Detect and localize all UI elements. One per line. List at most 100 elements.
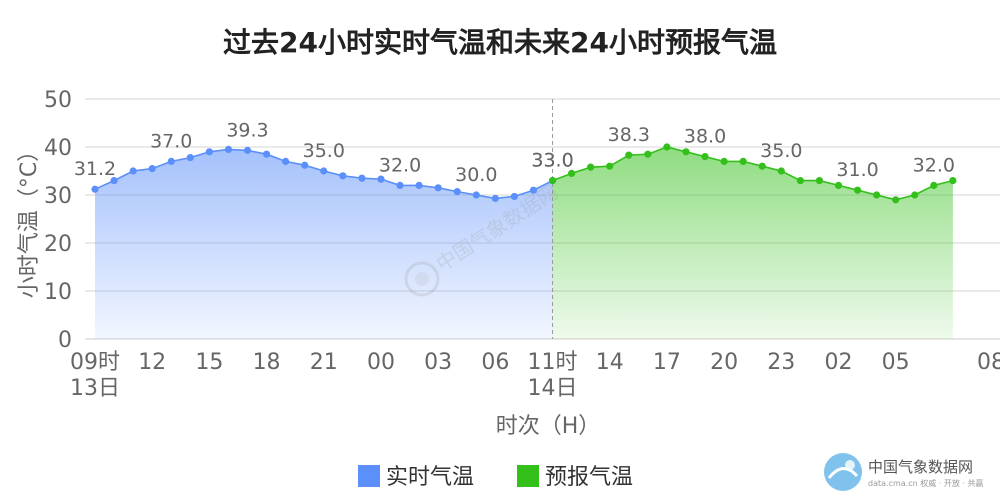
brand-logo: 中国气象数据网 data.cma.cn 权威 · 开放 · 共赢 xyxy=(824,453,983,491)
x-date-1: 14日 xyxy=(528,376,578,401)
legend-swatch-0 xyxy=(358,465,380,487)
x-tick-5: 00 xyxy=(367,350,395,375)
point-s0-7 xyxy=(224,145,233,153)
point-s0-8 xyxy=(243,146,252,154)
x-tick-3: 18 xyxy=(253,350,281,375)
area-series-1 xyxy=(552,147,953,339)
x-tick-7: 06 xyxy=(481,350,509,375)
point-s0-6 xyxy=(205,148,213,156)
point-s0-20 xyxy=(472,191,480,199)
x-tick-8: 11时 xyxy=(528,350,578,375)
legend: 实时气温 预报气温 xyxy=(358,465,633,490)
point-s1-4 xyxy=(625,151,633,159)
point-s0-4 xyxy=(167,157,175,165)
data-label-s0-0: 31.2 xyxy=(74,158,116,180)
brand-sub: data.cma.cn 权威 · 开放 · 共赢 xyxy=(868,478,983,488)
data-label-s1-8: 38.0 xyxy=(684,126,726,148)
y-tick-10: 10 xyxy=(44,280,72,305)
chart-title: 过去24小时实时气温和未来24小时预报气温 xyxy=(223,26,777,59)
point-s1-3 xyxy=(606,162,614,170)
y-tick-30: 30 xyxy=(44,184,72,209)
x-tick-0: 09时 xyxy=(70,350,120,375)
point-s1-8 xyxy=(701,153,709,161)
point-s0-9 xyxy=(262,150,271,158)
x-tick-1: 12 xyxy=(138,350,166,375)
legend-swatch-1 xyxy=(517,465,539,487)
point-s0-1 xyxy=(110,177,118,185)
point-s0-10 xyxy=(282,157,290,165)
point-s0-2 xyxy=(129,167,137,175)
data-label-s1-16: 31.0 xyxy=(836,159,878,181)
point-s0-23 xyxy=(529,186,538,194)
y-tick-0: 0 xyxy=(58,328,72,353)
point-s1-13 xyxy=(796,177,804,185)
point-s1-19 xyxy=(911,191,919,199)
x-tick-12: 23 xyxy=(767,350,795,375)
point-s1-0 xyxy=(548,177,557,185)
data-label-s0-20: 30.0 xyxy=(455,164,497,186)
point-s0-19 xyxy=(453,188,461,196)
x-tick-2: 15 xyxy=(195,350,223,375)
point-s1-2 xyxy=(587,163,595,171)
series-points xyxy=(91,143,957,204)
point-s1-20 xyxy=(930,181,938,189)
point-s0-13 xyxy=(339,172,347,180)
point-s1-10 xyxy=(739,157,747,165)
x-date-0: 13日 xyxy=(70,376,120,401)
point-s0-22 xyxy=(510,192,519,201)
point-s0-11 xyxy=(301,161,309,169)
data-label-s0-12: 35.0 xyxy=(303,140,345,162)
x-tick-labels: 09时 12 15 18 21 00 03 06 11时 14 17 20 23 02 05 08 13日 14日 xyxy=(70,350,1000,401)
point-s1-9 xyxy=(720,157,728,165)
point-s0-18 xyxy=(434,184,442,192)
point-s0-14 xyxy=(358,174,366,182)
point-s1-18 xyxy=(892,196,900,204)
data-labels: 31.237.039.335.032.0 30.033.033.038.3 38.0… xyxy=(74,119,955,186)
data-label-s1-4: 38.3 xyxy=(608,124,650,146)
y-tick-50: 50 xyxy=(44,88,72,113)
y-tick-labels: 0 10 20 30 40 50 xyxy=(44,88,72,353)
series-areas xyxy=(95,147,953,339)
point-s1-6 xyxy=(663,143,671,151)
point-s0-0 xyxy=(91,185,99,193)
point-s0-3 xyxy=(148,165,156,173)
y-axis-label: 小时气温（°C） xyxy=(17,140,42,298)
point-s0-16 xyxy=(396,181,404,189)
x-tick-14: 05 xyxy=(882,350,910,375)
area-series-0 xyxy=(95,149,553,339)
y-tick-20: 20 xyxy=(44,232,72,257)
point-s1-7 xyxy=(682,148,690,156)
brand-name: 中国气象数据网 xyxy=(868,458,973,476)
line-series-1 xyxy=(552,146,954,201)
data-label-s1-12: 35.0 xyxy=(760,140,802,162)
data-label-s0-4: 37.0 xyxy=(150,130,192,152)
point-s0-5 xyxy=(186,153,194,162)
x-tick-13: 02 xyxy=(824,350,852,375)
legend-label-1: 预报气温 xyxy=(545,465,633,490)
data-label-s1-20: 32.0 xyxy=(913,154,955,176)
point-s1-5 xyxy=(644,150,652,158)
point-s1-12 xyxy=(777,167,785,175)
point-s0-21 xyxy=(491,194,499,202)
data-label-s0-8: 39.3 xyxy=(226,119,268,141)
x-tick-11: 20 xyxy=(710,350,738,375)
point-s0-15 xyxy=(377,175,385,183)
point-s0-17 xyxy=(415,181,423,189)
x-tick-6: 03 xyxy=(424,350,452,375)
data-label-s0-24: 33.0 xyxy=(531,150,573,172)
point-s1-17 xyxy=(873,191,881,199)
brand-logo-icon xyxy=(824,453,862,491)
point-s1-16 xyxy=(853,186,862,194)
x-tick-10: 17 xyxy=(653,350,681,375)
x-tick-4: 21 xyxy=(310,350,338,375)
data-label-s0-16: 32.0 xyxy=(379,154,421,176)
point-s1-1 xyxy=(567,169,576,177)
legend-label-0: 实时气温 xyxy=(386,465,474,490)
data-label-s1-0: 33.0 xyxy=(531,150,573,172)
y-tick-40: 40 xyxy=(44,136,72,161)
point-s1-15 xyxy=(834,181,843,189)
x-axis-label: 时次（H） xyxy=(496,414,601,439)
point-s1-11 xyxy=(758,162,766,170)
point-s1-21 xyxy=(949,177,957,185)
point-s0-12 xyxy=(320,167,328,175)
